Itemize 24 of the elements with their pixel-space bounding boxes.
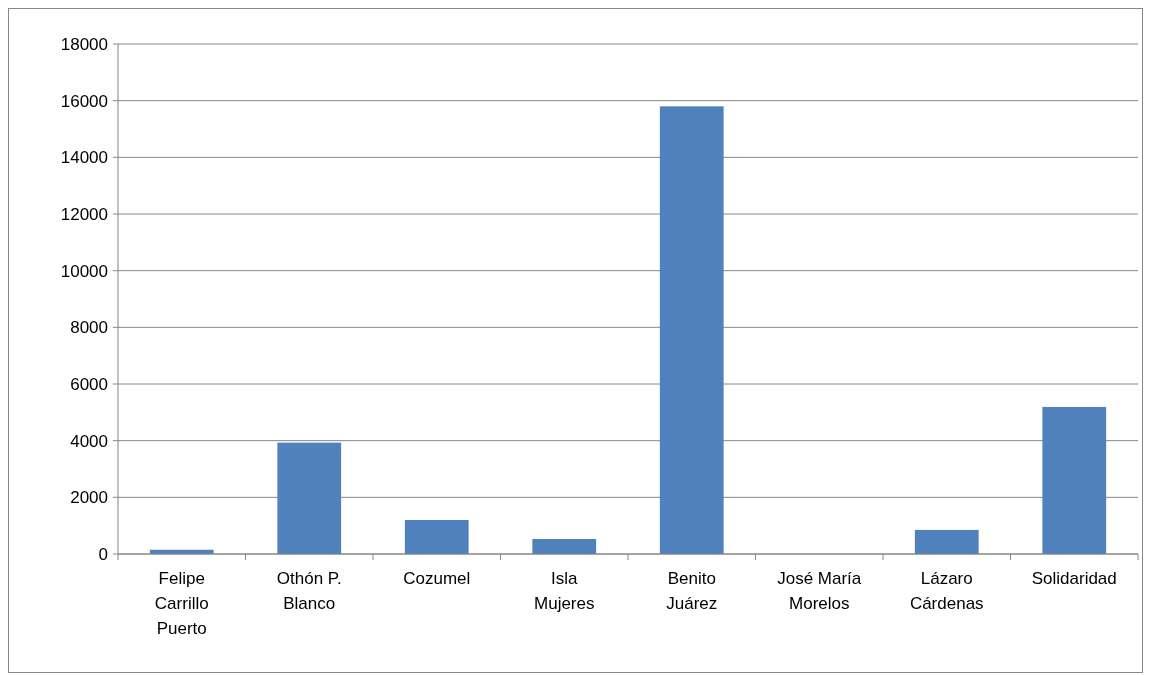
y-tick-label: 18000	[60, 34, 108, 54]
bar	[404, 520, 469, 554]
x-tick-label: Solidaridad	[1031, 569, 1117, 588]
y-tick-label: 12000	[60, 204, 108, 224]
x-tick-label: Isla Mujeres	[534, 569, 595, 613]
y-tick-label: 8000	[70, 318, 108, 338]
y-tick-label: 0	[98, 544, 108, 564]
y-tick-label: 16000	[60, 91, 108, 111]
x-tick-label: José María Morelos	[777, 569, 862, 613]
y-tick-label: 2000	[70, 488, 108, 508]
x-tick-label: Felipe Carrillo Puerto	[154, 569, 209, 638]
bar	[914, 529, 979, 554]
bar	[659, 106, 724, 554]
x-tick-label: Lázaro Cárdenas	[909, 569, 984, 613]
y-tick-label: 10000	[60, 261, 108, 281]
y-tick-label: 6000	[70, 374, 108, 394]
y-tick-label: 14000	[60, 148, 108, 168]
x-tick-label: Othón P. Blanco	[276, 569, 342, 613]
x-tick-label: Cozumel	[403, 569, 471, 588]
x-tick-label: Benito Juárez	[666, 569, 718, 613]
bar	[532, 538, 597, 554]
y-tick-label: 4000	[70, 431, 108, 451]
bar	[277, 442, 342, 554]
bar	[1042, 406, 1107, 554]
